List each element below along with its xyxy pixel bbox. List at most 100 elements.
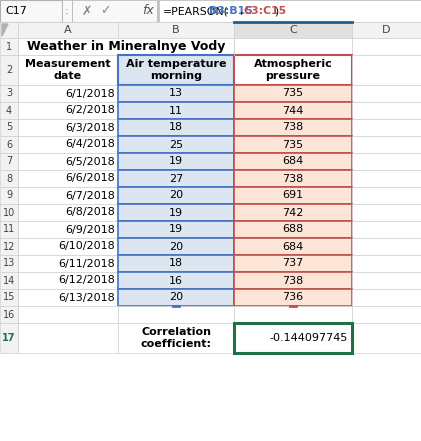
Text: 20: 20 <box>169 242 183 251</box>
Bar <box>0 289 18 306</box>
Bar <box>118 221 234 238</box>
Text: :: : <box>65 6 69 16</box>
Bar <box>18 289 118 306</box>
Bar <box>234 170 352 187</box>
Text: B: B <box>172 25 180 35</box>
Text: 12: 12 <box>3 242 15 251</box>
Bar <box>118 289 234 306</box>
Bar <box>0 38 18 55</box>
Bar <box>234 323 352 353</box>
Text: 18: 18 <box>169 123 183 132</box>
Bar <box>352 221 421 238</box>
Text: ✗: ✗ <box>82 4 92 18</box>
Text: 14: 14 <box>3 276 15 285</box>
Text: 19: 19 <box>169 224 183 235</box>
Text: 6/2/2018: 6/2/2018 <box>65 105 115 116</box>
Text: 27: 27 <box>169 173 183 183</box>
Bar <box>352 85 421 102</box>
Bar <box>18 55 118 85</box>
Text: 3: 3 <box>6 89 12 98</box>
Bar <box>118 272 234 289</box>
Text: 737: 737 <box>282 258 304 269</box>
Bar <box>18 85 118 102</box>
Bar <box>234 187 352 204</box>
Bar <box>118 255 234 272</box>
Text: 6/11/2018: 6/11/2018 <box>58 258 115 269</box>
Bar <box>157 0 159 22</box>
Bar <box>0 55 18 85</box>
Text: 6/9/2018: 6/9/2018 <box>65 224 115 235</box>
Bar <box>234 272 352 289</box>
Text: 742: 742 <box>282 208 304 217</box>
Text: 6/6/2018: 6/6/2018 <box>65 173 115 183</box>
Text: ,: , <box>239 6 242 16</box>
Text: 6/13/2018: 6/13/2018 <box>58 292 115 303</box>
Text: 9: 9 <box>6 191 12 201</box>
Polygon shape <box>2 24 8 36</box>
Bar <box>352 289 421 306</box>
Bar <box>352 102 421 119</box>
Text: 6/3/2018: 6/3/2018 <box>65 123 115 132</box>
Bar <box>118 204 234 221</box>
Bar <box>118 102 234 119</box>
Bar <box>118 55 234 85</box>
Bar <box>18 306 118 323</box>
Bar <box>234 289 352 306</box>
Bar <box>234 221 352 238</box>
Bar <box>234 119 352 136</box>
Text: 735: 735 <box>282 139 304 149</box>
Text: 684: 684 <box>282 242 304 251</box>
Text: -0.144097745: -0.144097745 <box>269 333 348 343</box>
Bar <box>0 323 18 353</box>
Text: 735: 735 <box>282 89 304 98</box>
Text: 4: 4 <box>6 105 12 116</box>
Bar <box>118 85 234 102</box>
Text: 6/7/2018: 6/7/2018 <box>65 191 115 201</box>
Text: 13: 13 <box>3 258 15 269</box>
Text: 6: 6 <box>6 139 12 149</box>
Bar <box>18 187 118 204</box>
Bar <box>18 204 118 221</box>
Text: 744: 744 <box>282 105 304 116</box>
Bar <box>0 119 18 136</box>
Text: 738: 738 <box>282 123 304 132</box>
Bar <box>18 102 118 119</box>
Bar <box>234 136 352 153</box>
Text: Correlation
coefficient:: Correlation coefficient: <box>141 327 211 349</box>
Bar <box>0 238 18 255</box>
Text: A: A <box>64 25 72 35</box>
Text: C3:C15: C3:C15 <box>244 6 287 16</box>
Bar <box>234 153 352 170</box>
Text: fx: fx <box>142 4 154 18</box>
Text: B3:B15: B3:B15 <box>209 6 253 16</box>
Bar <box>0 153 18 170</box>
Text: Air temperature
morning: Air temperature morning <box>126 59 226 81</box>
Text: 19: 19 <box>169 208 183 217</box>
Text: 736: 736 <box>282 292 304 303</box>
Bar <box>0 22 18 38</box>
Text: ): ) <box>274 6 278 16</box>
Text: 6/1/2018: 6/1/2018 <box>65 89 115 98</box>
Bar <box>118 306 234 323</box>
Bar <box>0 221 18 238</box>
Text: D: D <box>382 25 391 35</box>
Bar <box>352 55 421 85</box>
Text: 6/4/2018: 6/4/2018 <box>65 139 115 149</box>
Bar <box>234 255 352 272</box>
Bar <box>0 85 18 102</box>
Text: 6/10/2018: 6/10/2018 <box>58 242 115 251</box>
Text: 738: 738 <box>282 276 304 285</box>
Bar <box>118 153 234 170</box>
Text: 684: 684 <box>282 157 304 167</box>
Bar <box>18 22 118 38</box>
Text: 691: 691 <box>282 191 304 201</box>
Text: C17: C17 <box>5 6 27 16</box>
Text: ✓: ✓ <box>100 4 110 18</box>
Bar <box>118 136 234 153</box>
Bar <box>352 187 421 204</box>
Bar <box>234 85 352 102</box>
Bar <box>234 102 352 119</box>
Bar <box>18 238 118 255</box>
Bar <box>18 255 118 272</box>
Bar <box>18 272 118 289</box>
